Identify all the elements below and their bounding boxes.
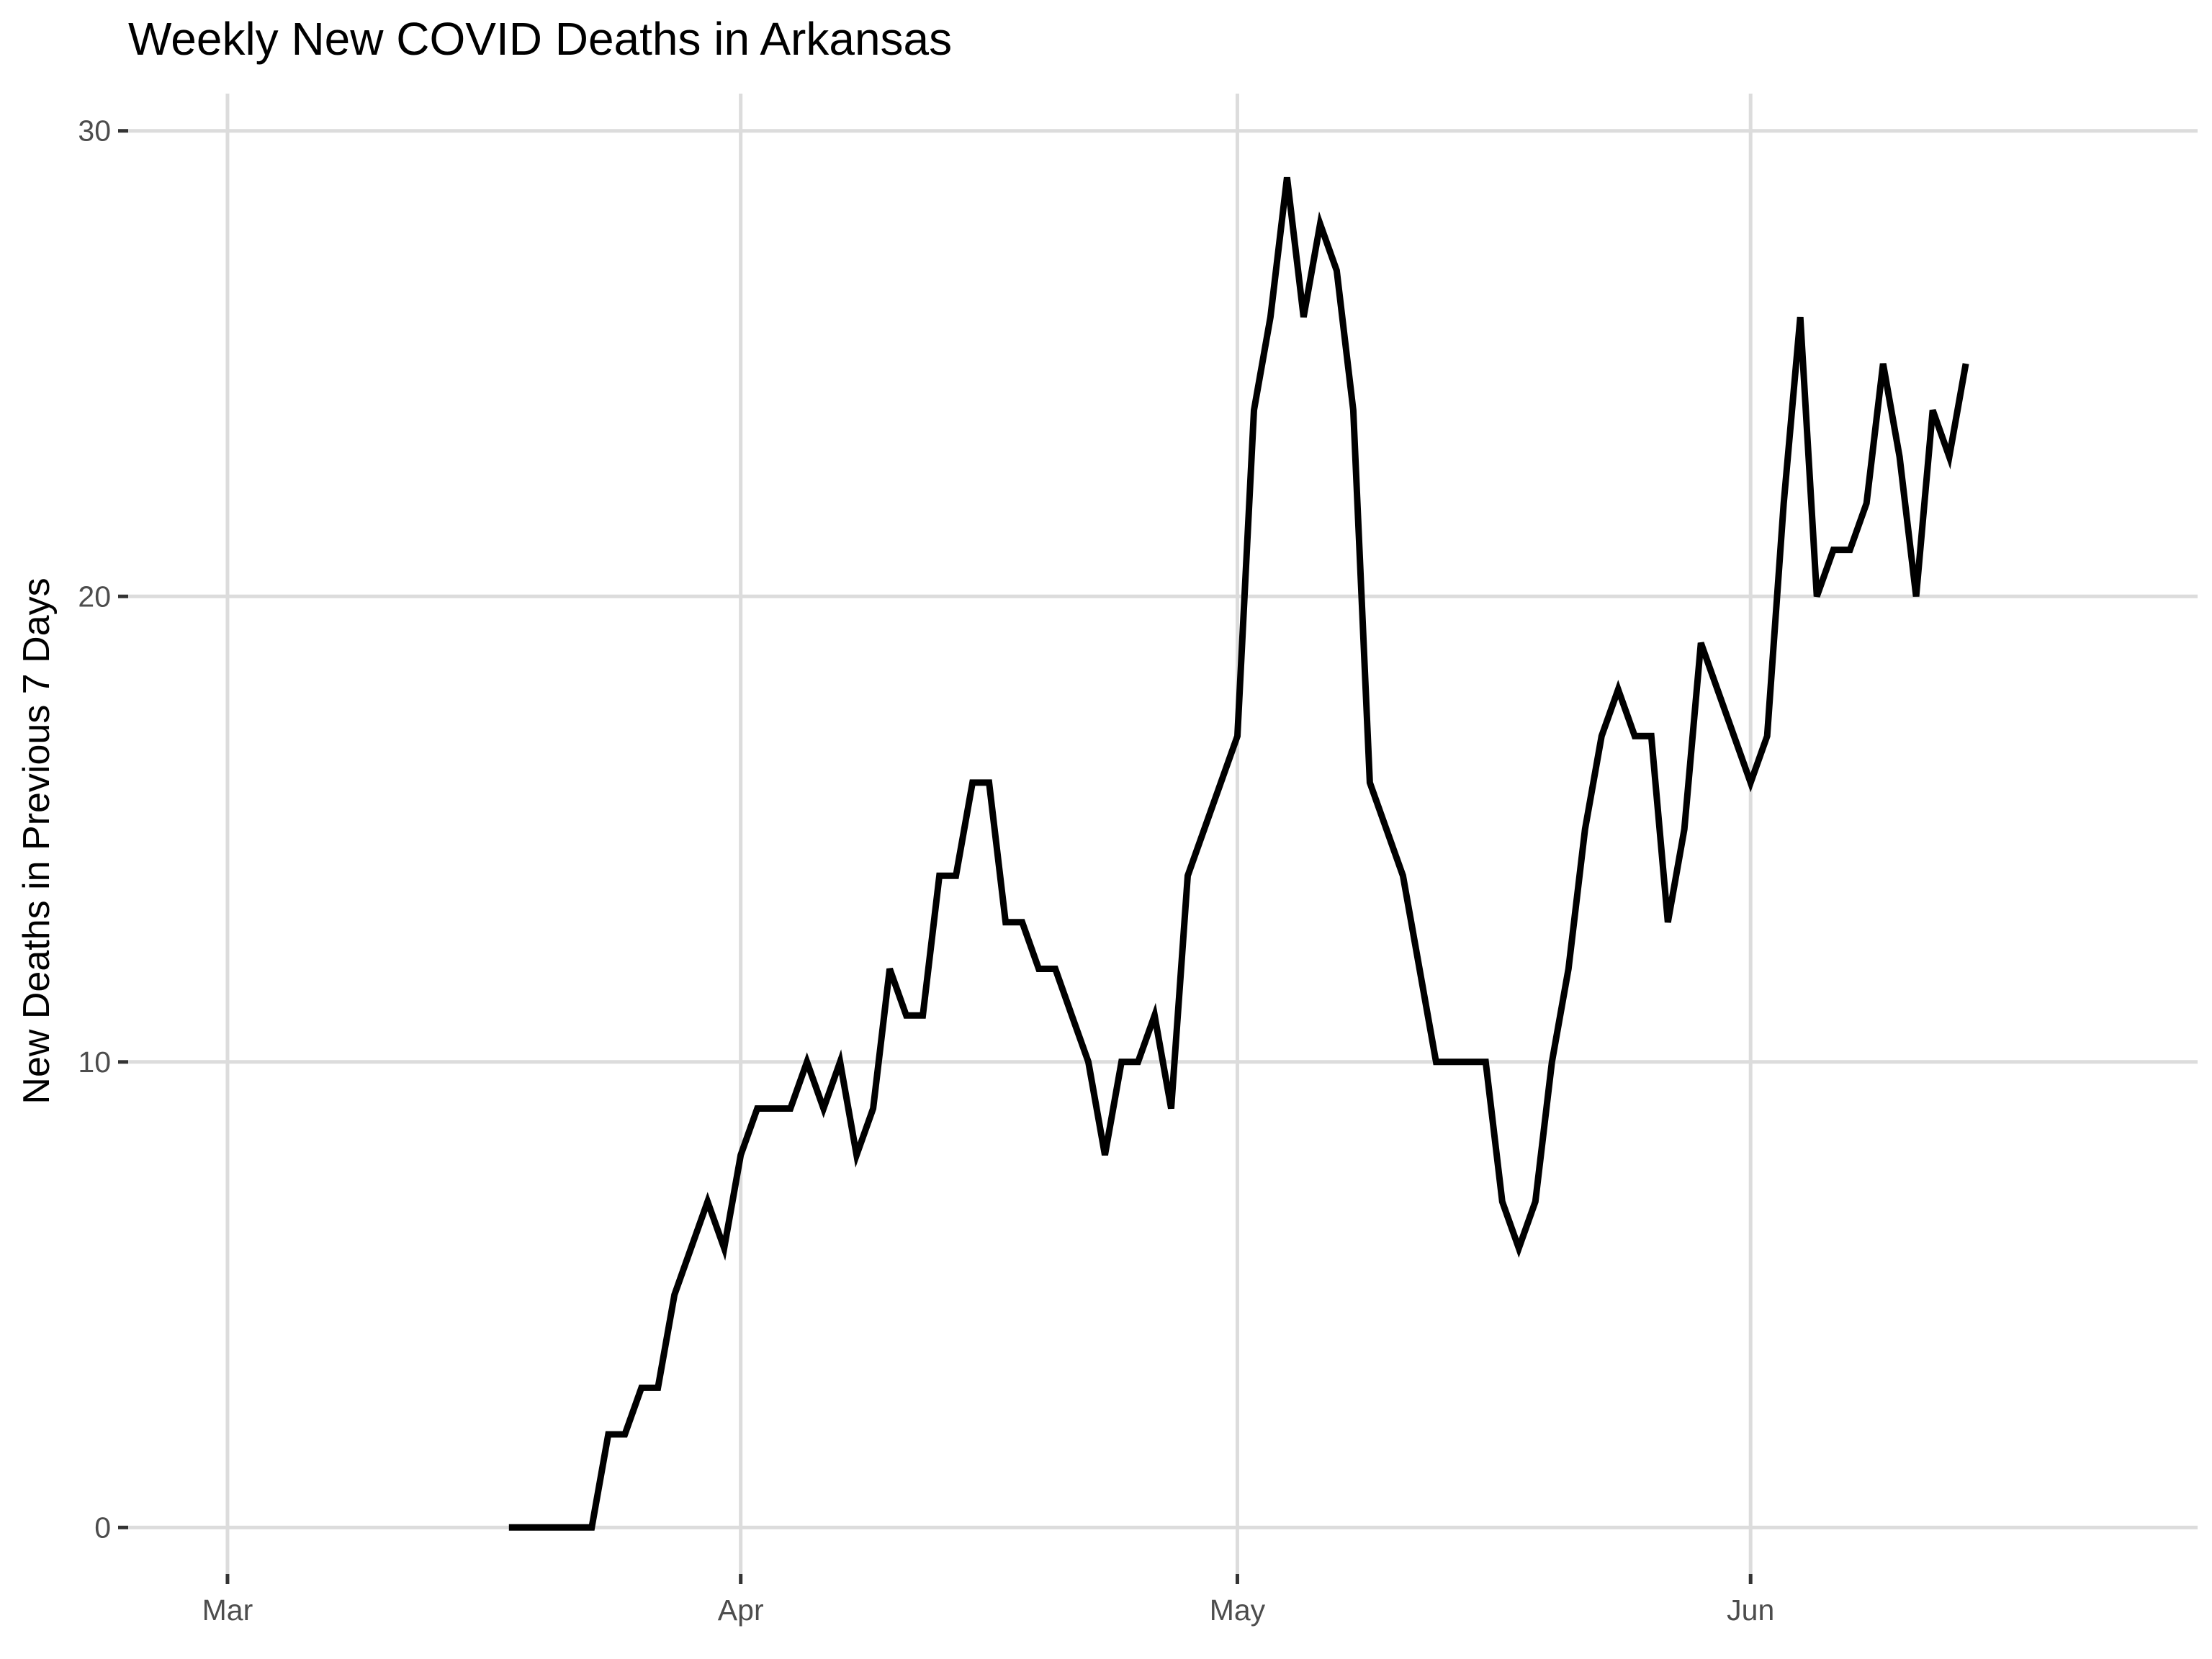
series-line bbox=[508, 176, 1969, 1531]
x-tick-label: Apr bbox=[718, 1593, 764, 1627]
x-tick-label: May bbox=[1210, 1593, 1266, 1627]
series-layer bbox=[508, 176, 1969, 1531]
y-tick-label: 20 bbox=[78, 580, 111, 613]
grid-layer bbox=[128, 94, 2198, 1574]
chart-title: Weekly New COVID Deaths in Arkansas bbox=[128, 13, 952, 65]
x-tick-label: Jun bbox=[1727, 1593, 1774, 1627]
y-tick-label: 30 bbox=[78, 114, 111, 148]
y-tick-label: 0 bbox=[94, 1511, 111, 1544]
x-tick-label: Mar bbox=[202, 1593, 253, 1627]
y-tick-label: 10 bbox=[78, 1046, 111, 1079]
y-axis-title: New Deaths in Previous 7 Days bbox=[16, 577, 58, 1104]
axis-layer: 0 10 20 30 Mar Apr May Jun bbox=[78, 114, 1774, 1627]
